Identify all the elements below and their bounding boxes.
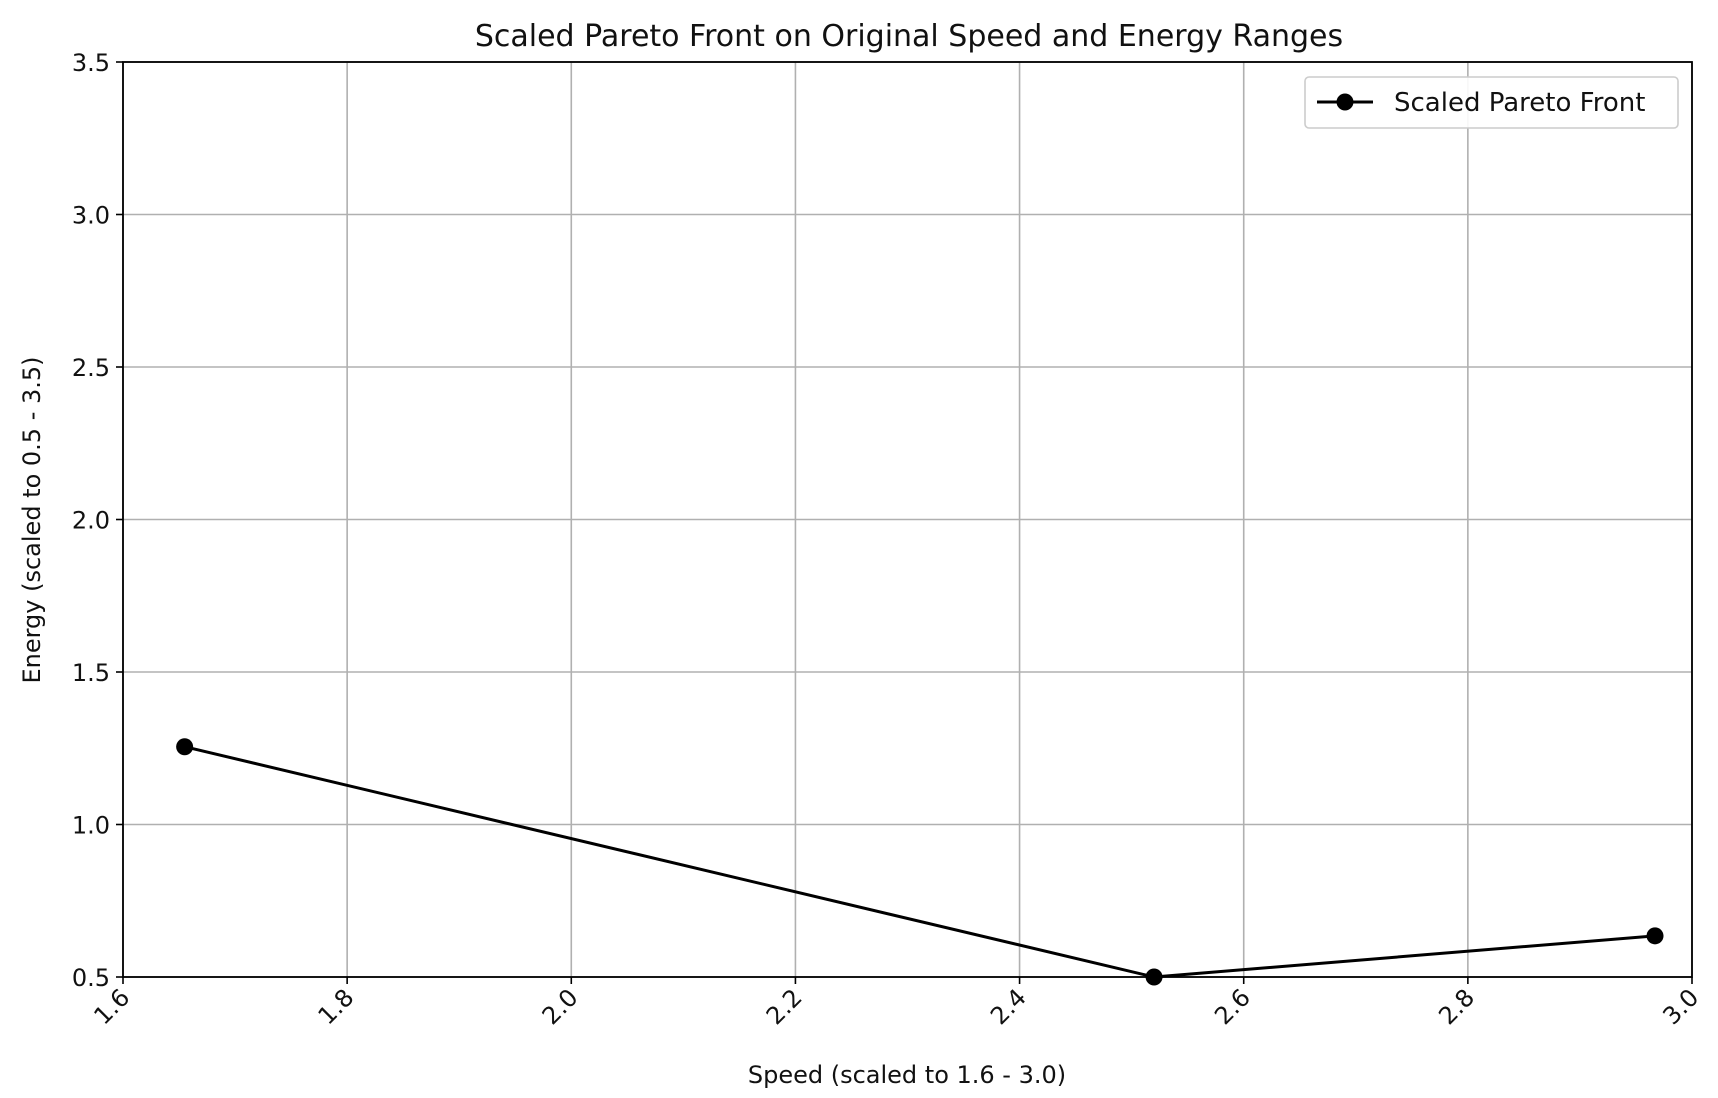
x-tick-label: 1.8 bbox=[313, 983, 360, 1030]
y-tick-label: 1.5 bbox=[72, 659, 110, 687]
legend-box bbox=[1304, 76, 1679, 129]
series-layer bbox=[176, 738, 1664, 986]
y-tick-label: 3.5 bbox=[72, 49, 110, 77]
grid-lines bbox=[122, 61, 1693, 978]
data-point bbox=[1145, 968, 1163, 986]
legend: Scaled Pareto Front bbox=[1304, 76, 1679, 129]
y-tick-label: 2.5 bbox=[72, 354, 110, 382]
legend-marker-swatch bbox=[1336, 93, 1354, 111]
legend-label: Scaled Pareto Front bbox=[1394, 88, 1645, 118]
x-tick-label: 2.2 bbox=[761, 983, 808, 1030]
x-tick-label: 2.0 bbox=[537, 983, 584, 1030]
x-tick-label: 2.8 bbox=[1433, 983, 1480, 1030]
y-tick-label: 2.0 bbox=[72, 507, 110, 535]
chart-title: Scaled Pareto Front on Original Speed an… bbox=[475, 19, 1343, 54]
y-tick-label: 0.5 bbox=[72, 964, 110, 992]
x-tick-label: 2.6 bbox=[1209, 983, 1256, 1030]
y-tick-label: 3.0 bbox=[72, 202, 110, 230]
series-line bbox=[184, 745, 1656, 979]
y-tick-label: 1.0 bbox=[72, 812, 110, 840]
x-tick-label: 2.4 bbox=[985, 983, 1032, 1030]
y-axis-label: Energy (scaled to 0.5 - 3.5) bbox=[18, 356, 46, 683]
data-point bbox=[1646, 927, 1664, 945]
data-point bbox=[176, 738, 194, 756]
x-axis-label: Speed (scaled to 1.6 - 3.0) bbox=[748, 1061, 1066, 1089]
x-tick-label: 3.0 bbox=[1657, 983, 1704, 1030]
axis-ticks: 1.6 1.8 2.0 2.2 2.4 2.6 2.8 3.00.51.01.52.02.53… bbox=[72, 49, 1704, 1030]
